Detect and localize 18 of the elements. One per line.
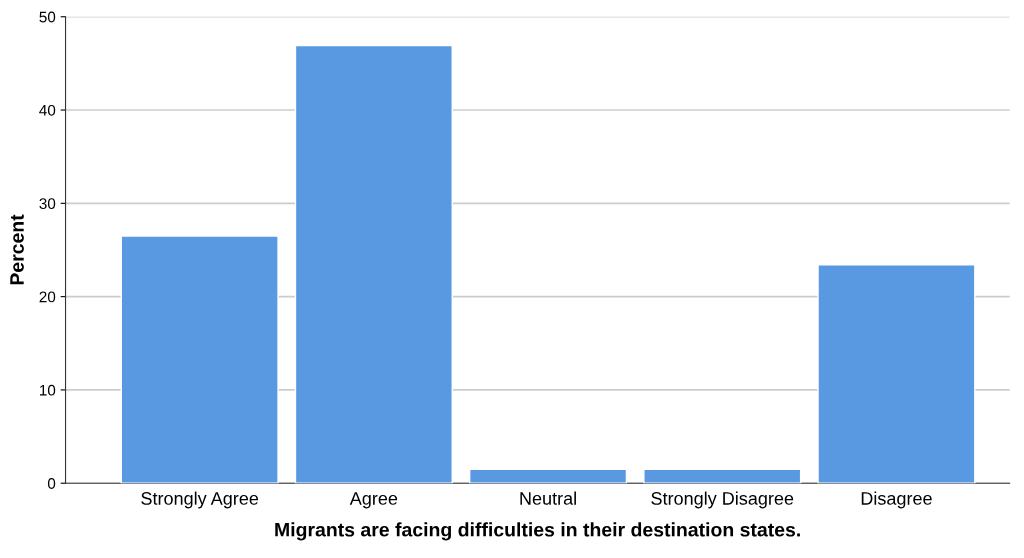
y-tick-label: 30 (39, 198, 56, 210)
bar (120, 235, 279, 484)
x-tick-label: Strongly Agree (141, 491, 259, 509)
x-tick-label: Neutral (520, 491, 576, 505)
x-axis-title: Migrants are facing difficulties in their destination states. (275, 522, 800, 541)
y-tick-label: 20 (39, 291, 56, 303)
bar (468, 468, 628, 484)
x-tick-label: Disagree (861, 491, 932, 509)
y-tick-label: 50 (39, 11, 56, 23)
bar (817, 264, 976, 484)
y-tick-label: 10 (39, 384, 56, 396)
bar (643, 468, 802, 484)
bar (294, 44, 453, 484)
y-axis-title: Percent (10, 214, 24, 285)
x-tick-label: Agree (349, 492, 398, 509)
y-tick-label: 0 (47, 478, 56, 489)
x-tick-label: Strongly Disagree (651, 491, 794, 509)
y-tick-label: 40 (39, 104, 56, 116)
